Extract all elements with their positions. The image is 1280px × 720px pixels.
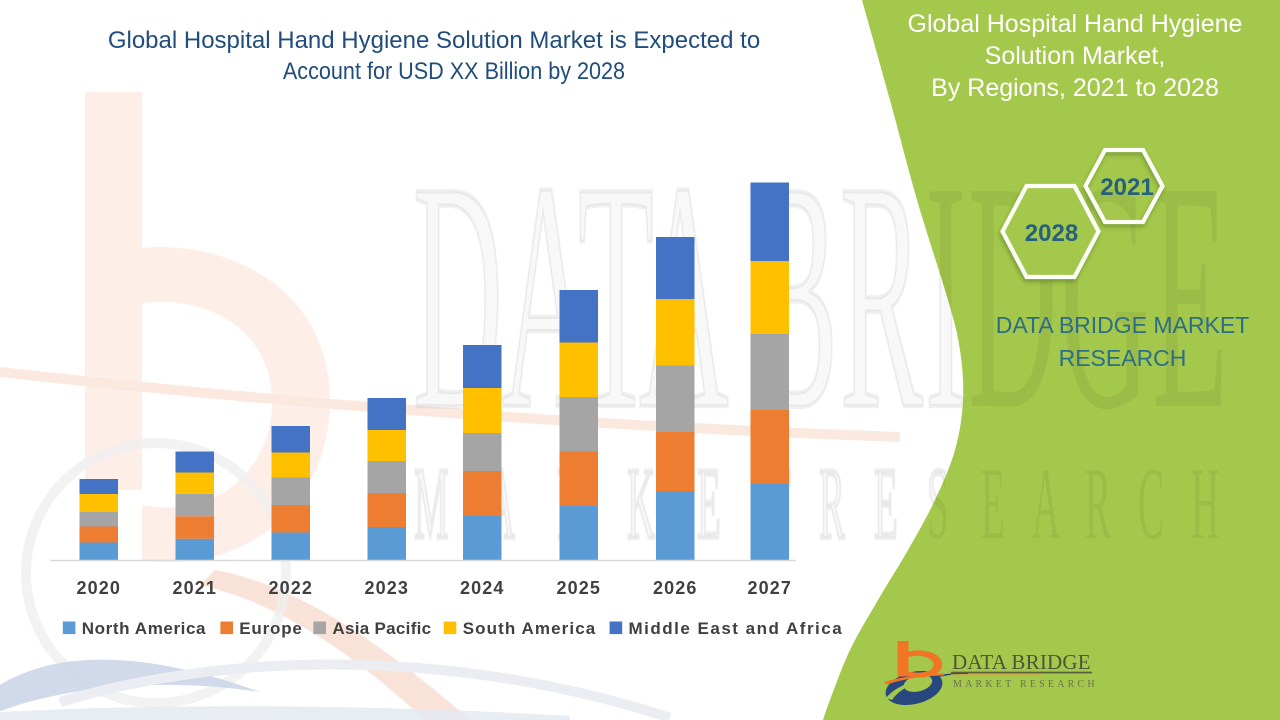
svg-text:DATABRIDGE: DATABRIDGE (413, 114, 1228, 478)
svg-text:MARKET RESEARCH: MARKET RESEARCH (953, 679, 1098, 690)
svg-text:2022: 2022 (269, 578, 313, 598)
svg-text:North America: North America (82, 619, 206, 638)
svg-text:Europe: Europe (239, 619, 302, 638)
svg-text:2021: 2021 (173, 578, 217, 598)
svg-text:2025: 2025 (557, 578, 601, 598)
svg-text:2023: 2023 (365, 578, 409, 598)
svg-text:2027: 2027 (748, 578, 792, 598)
svg-text:Asia Pacific: Asia Pacific (332, 619, 431, 638)
svg-text:2026: 2026 (653, 578, 697, 598)
svg-text:2024: 2024 (460, 578, 504, 598)
svg-text:Middle East and Africa: Middle East and Africa (629, 619, 844, 638)
svg-text:MARKETRESEARCH: MARKETRESEARCH (414, 447, 1219, 561)
svg-text:2028: 2028 (1025, 220, 1078, 247)
svg-text:South America: South America (463, 619, 597, 638)
svg-text:2020: 2020 (77, 578, 121, 598)
svg-text:2021: 2021 (1100, 174, 1153, 201)
svg-text:DATA BRIDGE: DATA BRIDGE (952, 650, 1091, 674)
